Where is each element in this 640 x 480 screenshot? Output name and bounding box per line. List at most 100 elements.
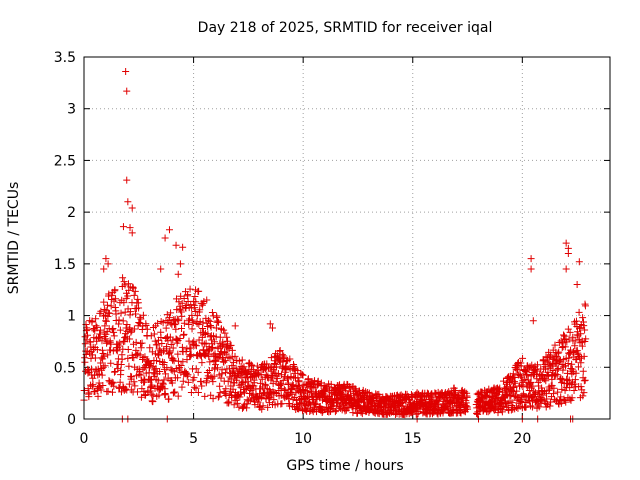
data-point: [564, 359, 572, 367]
data-point: [213, 364, 221, 372]
data-point: [566, 328, 574, 336]
data-point: [141, 353, 149, 361]
data-point: [205, 367, 213, 375]
data-point: [236, 393, 244, 401]
y-tick-label: 2.5: [54, 153, 76, 169]
data-point: [148, 381, 156, 389]
data-point: [208, 309, 216, 317]
data-point: [258, 405, 266, 413]
data-point: [124, 292, 132, 300]
data-point: [94, 392, 102, 400]
data-point: [194, 368, 202, 376]
data-point: [519, 378, 527, 386]
data-point: [119, 223, 127, 231]
data-point: [165, 395, 173, 403]
data-point: [580, 377, 588, 385]
data-point: [327, 380, 335, 388]
data-point: [184, 291, 192, 299]
data-point: [243, 396, 251, 404]
data-point: [132, 310, 140, 318]
data-point: [499, 377, 507, 385]
x-tick-label: 15: [404, 431, 422, 447]
data-point: [95, 370, 103, 378]
data-point: [108, 388, 116, 396]
data-point: [581, 376, 589, 384]
data-point: [207, 323, 215, 331]
data-point: [102, 317, 110, 325]
data-point: [276, 381, 284, 389]
data-point: [568, 360, 576, 368]
data-point: [542, 377, 550, 385]
data-point: [186, 285, 194, 293]
data-point: [153, 341, 161, 349]
data-point: [150, 330, 158, 338]
data-point: [87, 365, 95, 373]
data-point: [220, 358, 228, 366]
data-point: [209, 378, 217, 386]
data-point: [201, 392, 209, 400]
data-point: [206, 333, 214, 341]
data-point: [174, 270, 182, 278]
data-point: [176, 334, 184, 342]
data-point: [139, 365, 147, 373]
data-point: [510, 393, 518, 401]
data-point: [190, 383, 198, 391]
data-point: [168, 379, 176, 387]
data-point: [311, 399, 319, 407]
data-point: [204, 347, 212, 355]
data-point: [551, 370, 559, 378]
data-point: [527, 378, 535, 386]
data-point: [160, 359, 168, 367]
data-point: [522, 367, 530, 375]
data-point: [196, 306, 204, 314]
data-point: [92, 322, 100, 330]
data-point: [127, 328, 135, 336]
data-point: [115, 316, 123, 324]
data-point: [93, 346, 101, 354]
data-point: [122, 67, 130, 75]
data-point: [89, 381, 97, 389]
data-point: [175, 298, 183, 306]
data-point: [187, 344, 195, 352]
data-point: [137, 315, 145, 323]
data-point: [229, 368, 237, 376]
data-point: [510, 384, 518, 392]
data-point: [414, 407, 422, 415]
data-point: [85, 389, 93, 397]
data-point: [163, 343, 171, 351]
data-point: [571, 376, 579, 384]
data-point: [527, 255, 535, 263]
data-point: [117, 309, 125, 317]
data-point: [276, 346, 284, 354]
data-point: [112, 310, 120, 318]
data-point: [206, 321, 214, 329]
data-point: [176, 260, 184, 268]
data-point: [212, 324, 220, 332]
data-point: [562, 398, 570, 406]
data-point: [111, 286, 119, 294]
data-point: [217, 374, 225, 382]
data-point: [212, 357, 220, 365]
data-point: [574, 351, 582, 359]
data-point: [156, 367, 164, 375]
data-point: [148, 390, 156, 398]
data-point: [107, 302, 115, 310]
data-point: [180, 319, 188, 327]
data-point: [254, 398, 262, 406]
data-point: [152, 365, 160, 373]
data-point: [81, 340, 89, 348]
data-point: [109, 325, 117, 333]
data-point: [121, 281, 129, 289]
data-point: [179, 243, 187, 251]
data-point: [126, 335, 134, 343]
data-point: [231, 352, 239, 360]
data-point: [102, 255, 110, 263]
data-point: [104, 351, 112, 359]
data-point: [565, 354, 573, 362]
data-point: [580, 352, 588, 360]
data-point: [528, 403, 536, 411]
data-point: [579, 367, 587, 375]
data-point: [557, 374, 565, 382]
data-point: [431, 389, 439, 397]
data-point: [580, 389, 588, 397]
